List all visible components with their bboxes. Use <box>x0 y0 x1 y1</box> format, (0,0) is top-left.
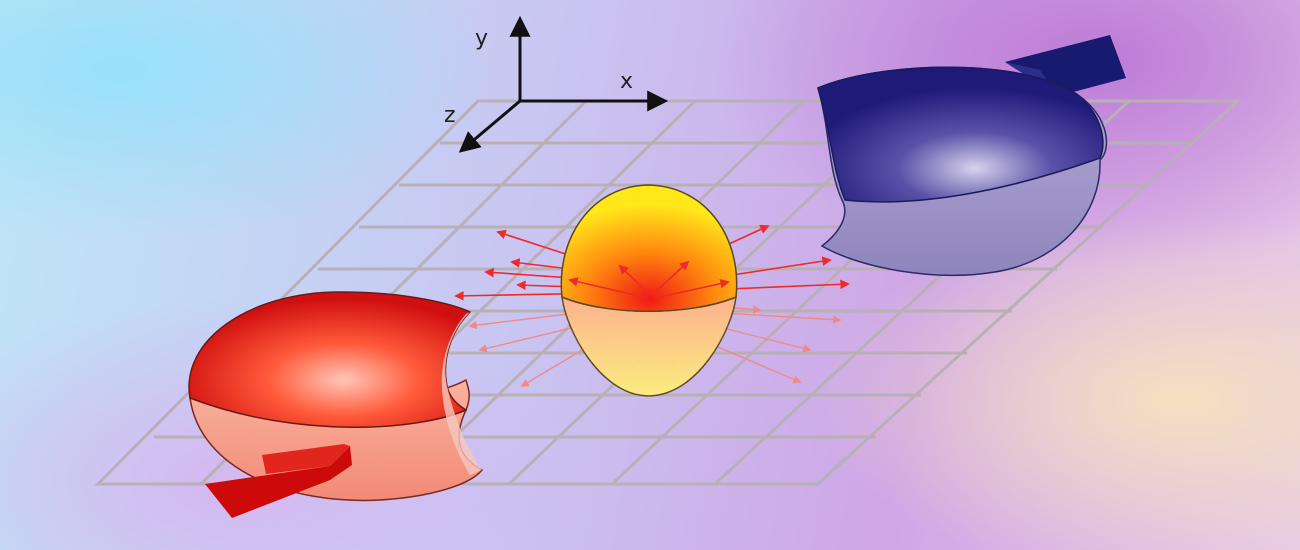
axes-triad <box>458 15 669 153</box>
red-upper-half <box>188 291 472 428</box>
red-direction-arrow <box>205 446 352 518</box>
x-axis-label: x <box>620 69 633 94</box>
red-arrow-top <box>262 444 350 474</box>
z-axis <box>458 99 521 153</box>
field-arrow <box>618 264 651 296</box>
field-arrow <box>651 260 690 296</box>
blue-cut-sphere <box>817 35 1126 277</box>
field-arrow <box>654 278 730 299</box>
red-cut-face <box>441 312 482 475</box>
red-cut-sphere <box>188 291 484 518</box>
yellow-upper-half <box>560 184 738 312</box>
z-axis-label: z <box>444 103 456 128</box>
field-arrow <box>568 277 649 299</box>
blue-upper-half <box>817 66 1104 203</box>
yellow-ellipsoid <box>560 184 738 397</box>
y-axis-label: y <box>475 26 488 51</box>
